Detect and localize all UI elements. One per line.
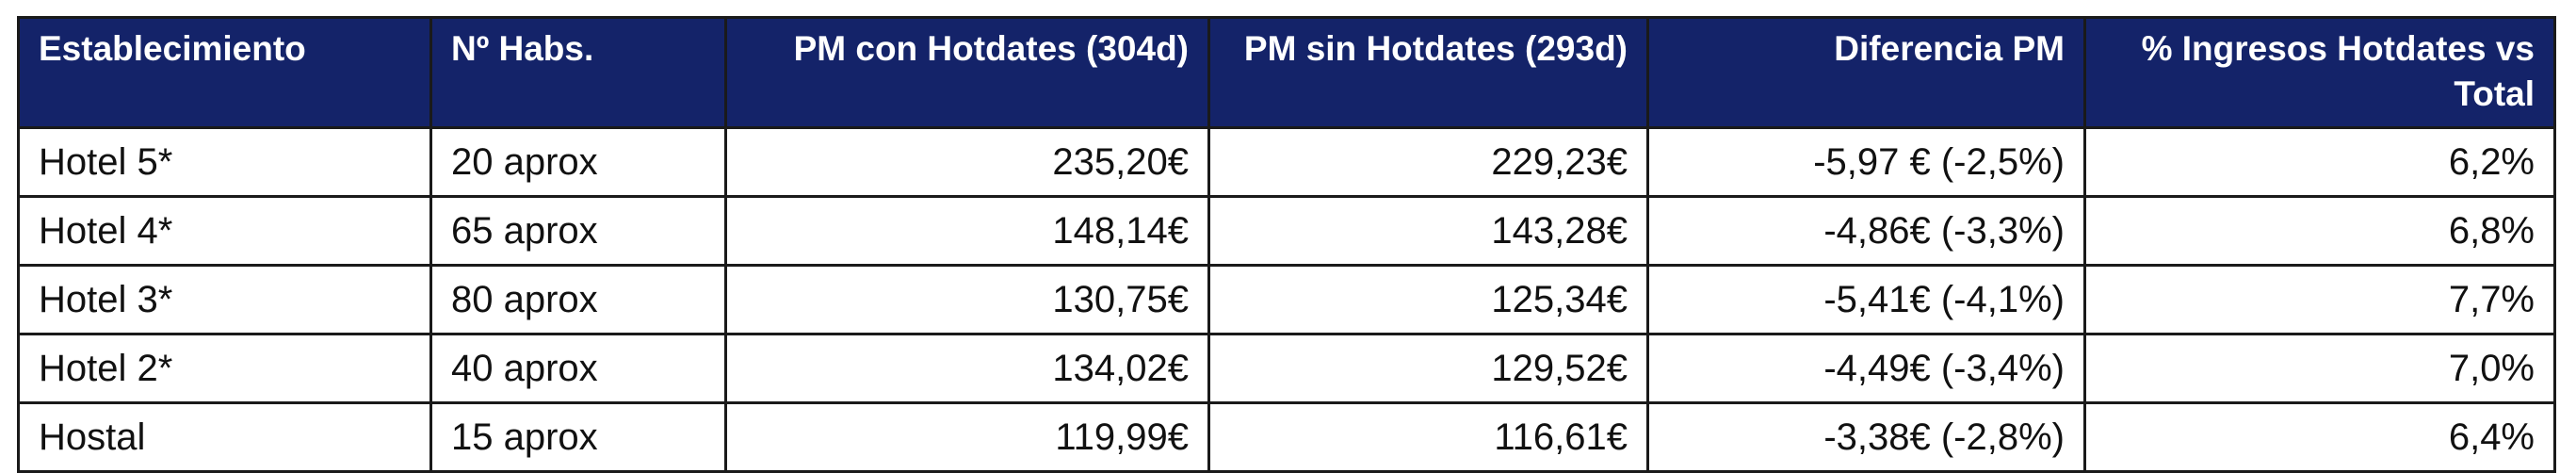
- cell-num-habs: 40 aprox: [429, 333, 727, 404]
- cell-pm-con: 148,14€: [724, 195, 1210, 267]
- cell-pm-sin: 116,61€: [1207, 401, 1649, 473]
- hotel-comparison-table-container: Establecimiento Nº Habs. PM con Hotdates…: [17, 16, 2556, 473]
- cell-pm-sin: 129,52€: [1207, 333, 1649, 404]
- cell-establecimiento: Hotel 5*: [17, 126, 432, 198]
- header-pm-con-hotdates: PM con Hotdates (304d): [724, 16, 1210, 129]
- cell-pm-con: 130,75€: [724, 264, 1210, 335]
- cell-diferencia: -5,41€ (-4,1%): [1646, 264, 2086, 335]
- cell-num-habs: 15 aprox: [429, 401, 727, 473]
- header-diferencia-pm: Diferencia PM: [1646, 16, 2086, 129]
- table-row: Hostal 15 aprox 119,99€ 116,61€ -3,38€ (…: [17, 401, 2556, 473]
- header-num-habs: Nº Habs.: [429, 16, 727, 129]
- cell-establecimiento: Hotel 2*: [17, 333, 432, 404]
- header-establecimiento: Establecimiento: [17, 16, 432, 129]
- hotel-comparison-table: Establecimiento Nº Habs. PM con Hotdates…: [17, 16, 2556, 473]
- cell-pct-ingresos: 6,4%: [2083, 401, 2556, 473]
- cell-establecimiento: Hotel 4*: [17, 195, 432, 267]
- header-row: Establecimiento Nº Habs. PM con Hotdates…: [17, 16, 2556, 129]
- cell-num-habs: 20 aprox: [429, 126, 727, 198]
- cell-pm-sin: 143,28€: [1207, 195, 1649, 267]
- cell-pm-con: 119,99€: [724, 401, 1210, 473]
- table-row: Hotel 5* 20 aprox 235,20€ 229,23€ -5,97 …: [17, 126, 2556, 198]
- header-pm-sin-hotdates: PM sin Hotdates (293d): [1207, 16, 1649, 129]
- table-row: Hotel 3* 80 aprox 130,75€ 125,34€ -5,41€…: [17, 264, 2556, 335]
- cell-diferencia: -5,97 € (-2,5%): [1646, 126, 2086, 198]
- cell-pm-sin: 125,34€: [1207, 264, 1649, 335]
- table-body: Hotel 5* 20 aprox 235,20€ 229,23€ -5,97 …: [17, 126, 2556, 473]
- cell-pct-ingresos: 7,7%: [2083, 264, 2556, 335]
- table-row: Hotel 4* 65 aprox 148,14€ 143,28€ -4,86€…: [17, 195, 2556, 267]
- table-row: Hotel 2* 40 aprox 134,02€ 129,52€ -4,49€…: [17, 333, 2556, 404]
- cell-pct-ingresos: 6,8%: [2083, 195, 2556, 267]
- table-header: Establecimiento Nº Habs. PM con Hotdates…: [17, 16, 2556, 129]
- header-pct-ingresos: % Ingresos Hotdates vs Total: [2083, 16, 2556, 129]
- cell-num-habs: 80 aprox: [429, 264, 727, 335]
- cell-pm-con: 134,02€: [724, 333, 1210, 404]
- cell-diferencia: -4,86€ (-3,3%): [1646, 195, 2086, 267]
- cell-pct-ingresos: 6,2%: [2083, 126, 2556, 198]
- cell-diferencia: -4,49€ (-3,4%): [1646, 333, 2086, 404]
- cell-pct-ingresos: 7,0%: [2083, 333, 2556, 404]
- cell-diferencia: -3,38€ (-2,8%): [1646, 401, 2086, 473]
- cell-num-habs: 65 aprox: [429, 195, 727, 267]
- cell-pm-con: 235,20€: [724, 126, 1210, 198]
- cell-establecimiento: Hotel 3*: [17, 264, 432, 335]
- cell-establecimiento: Hostal: [17, 401, 432, 473]
- cell-pm-sin: 229,23€: [1207, 126, 1649, 198]
